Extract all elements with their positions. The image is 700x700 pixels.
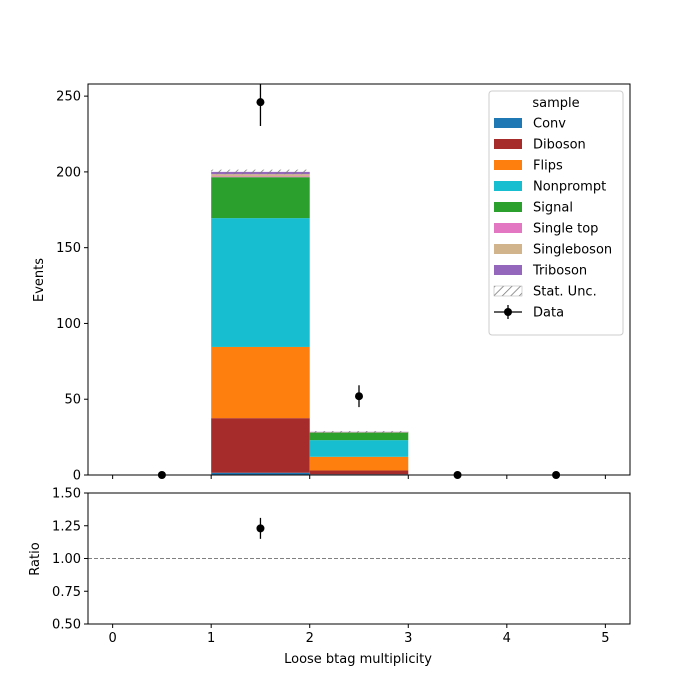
legend-label-nonprompt: Nonprompt (533, 180, 606, 195)
ratio-y-tick-label-4: 1.50 (52, 487, 81, 502)
legend-label-single-top: Single top (533, 222, 598, 237)
stat-unc-bin-1 (211, 169, 310, 175)
main-plot-frame (87, 83, 631, 476)
bar-signal-bin-1 (211, 177, 310, 219)
legend-swatch-diboson (494, 139, 522, 149)
main-y-tick-label-1: 50 (64, 393, 81, 408)
legend-label-flips: Flips (533, 159, 563, 174)
legend-label-stat-unc: Stat. Unc. (533, 285, 597, 300)
x-tick-label-1: 1 (207, 631, 215, 646)
ratio-y-axis-label: Ratio (28, 542, 43, 575)
bar-flips-bin-2 (309, 456, 409, 471)
ratio-y-tick-label-1: 0.75 (52, 585, 81, 600)
main-y-tick-label-3: 150 (56, 241, 81, 256)
ratio-point-0 (256, 524, 265, 533)
legend-swatch-single-top (494, 223, 522, 233)
main-panel: 0 50 100 150 200 250 Events sample Conv Diboson… (32, 83, 631, 484)
legend-label-triboson: Triboson (532, 264, 587, 279)
legend-box (488, 90, 624, 336)
legend-title: sample (532, 96, 579, 111)
bar-singleboson-bin-1 (211, 174, 310, 177)
legend-label-conv: Conv (533, 117, 566, 132)
legend-swatch-conv (494, 118, 522, 128)
x-tick-label-0: 0 (108, 631, 116, 646)
ratio-panel: 0.50 0.75 1.00 1.25 1.50 0 1 2 3 4 5 Ratio Loose … (28, 487, 631, 667)
legend-swatch-singleboson (494, 244, 522, 254)
legend-data-marker (504, 308, 512, 316)
x-tick-label-5: 5 (601, 631, 609, 646)
bar-flips-bin-1 (211, 346, 310, 419)
bar-nonprompt-bin-1 (211, 218, 310, 347)
bar-conv-bin-1 (211, 472, 310, 475)
ratio-y-tick-label-2: 1.00 (52, 552, 81, 567)
legend-swatch-flips (494, 160, 522, 170)
stat-unc-bin-2 (309, 431, 409, 433)
main-y-tick-label-0: 0 (73, 469, 81, 484)
main-y-axis-label: Events (32, 258, 47, 302)
bar-diboson-bin-1 (211, 418, 310, 473)
bar-nonprompt-bin-2 (309, 440, 409, 457)
main-y-tick-label-5: 250 (56, 90, 81, 105)
ratio-y-tick-label-0: 0.50 (52, 618, 81, 633)
x-tick-label-2: 2 (306, 631, 314, 646)
x-tick-label-4: 4 (503, 631, 511, 646)
bar-signal-bin-2 (309, 432, 409, 441)
x-axis-label: Loose btag multiplicity (284, 652, 432, 667)
data-point-1 (256, 98, 265, 107)
data-point-2 (355, 392, 363, 401)
main-y-tick-label-4: 200 (56, 165, 81, 180)
ratio-y-tick-label-3: 1.25 (52, 519, 81, 534)
main-y-tick-label-2: 100 (56, 317, 81, 332)
legend-label-singleboson: Singleboson (533, 243, 612, 258)
legend: sample Conv Diboson Flips Nonprompt Signal Sin… (488, 90, 624, 336)
ratio-points (256, 517, 265, 539)
bar-diboson-bin-2 (309, 470, 409, 475)
ratio-x-ticks: 0 1 2 3 4 5 (108, 624, 610, 646)
legend-swatch-triboson (494, 265, 522, 275)
legend-swatch-stat-unc (493, 285, 523, 297)
stacked-bars (211, 171, 409, 475)
stat-uncertainty-bands (211, 169, 409, 433)
legend-swatch-nonprompt (494, 181, 522, 191)
x-tick-label-3: 3 (404, 631, 412, 646)
bar-single-top-bin-1 (211, 176, 310, 178)
legend-label-diboson: Diboson (533, 138, 586, 153)
legend-label-signal: Signal (533, 201, 573, 216)
legend-label-data: Data (533, 306, 564, 321)
main-y-ticks: 0 50 100 150 200 250 (56, 90, 88, 484)
ratio-y-ticks: 0.50 0.75 1.00 1.25 1.50 (52, 487, 88, 633)
main-x-ticks (112, 475, 606, 479)
legend-swatch-signal (494, 202, 522, 212)
